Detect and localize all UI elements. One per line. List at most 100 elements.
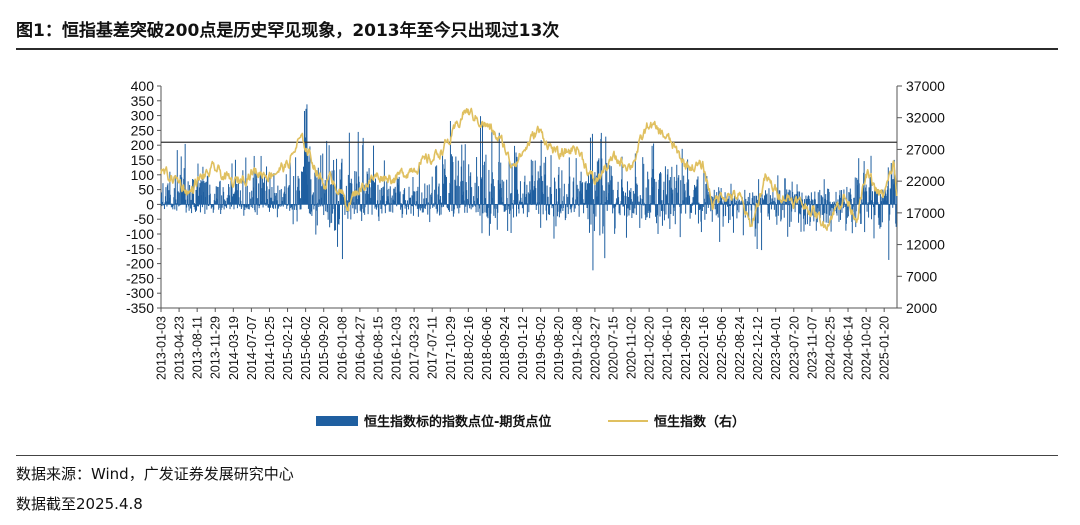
- bar-point: [313, 204, 315, 210]
- bar-point: [321, 186, 323, 205]
- bar-point: [302, 171, 304, 205]
- bar-point: [516, 156, 518, 205]
- x-tick-label: 2020-11-02: [625, 316, 639, 379]
- bar-point: [314, 172, 316, 205]
- bar-point: [866, 191, 868, 205]
- bar-point: [549, 187, 551, 205]
- bar-point: [715, 204, 717, 216]
- bar-point: [818, 204, 820, 212]
- bar-point: [322, 183, 324, 205]
- bar-point: [643, 202, 645, 205]
- x-tick-label: 2013-11-29: [209, 316, 223, 379]
- bar-point: [631, 204, 633, 218]
- bar-point: [726, 199, 728, 205]
- hsi-line: [160, 107, 898, 231]
- bar-point: [664, 166, 666, 205]
- bar-point: [162, 183, 164, 205]
- bar-point: [787, 192, 789, 205]
- bar-point: [580, 171, 582, 205]
- bar-point: [707, 194, 709, 205]
- bar-point: [456, 204, 458, 209]
- bar-point: [854, 177, 856, 205]
- bar-point: [574, 204, 576, 209]
- chart-title: 图1：恒指基差突破200点是历史罕见现象，2013年至今只出现过13次: [16, 21, 560, 41]
- bar-point: [571, 204, 573, 208]
- bar-point: [667, 204, 669, 219]
- bar-point: [416, 190, 418, 205]
- bar-point: [814, 199, 816, 205]
- bar-point: [369, 187, 371, 205]
- bar-point: [400, 203, 402, 205]
- bar-point: [672, 204, 674, 216]
- bar-point: [329, 204, 331, 224]
- bar-point: [539, 165, 541, 205]
- bar-point: [307, 204, 309, 209]
- bar-point: [449, 121, 451, 205]
- bar-point: [612, 189, 614, 205]
- bar-point: [749, 204, 751, 205]
- bar-point: [436, 165, 438, 205]
- bar-point: [395, 203, 397, 205]
- bar-point: [584, 182, 586, 205]
- bar-point: [352, 196, 354, 205]
- bar-point: [685, 204, 687, 214]
- bar-point: [618, 197, 620, 205]
- bar-point: [336, 190, 338, 205]
- bar-point: [885, 195, 887, 205]
- bar-point: [839, 190, 841, 205]
- bar-point: [656, 204, 658, 224]
- bar-point: [812, 200, 814, 205]
- bar-point: [730, 204, 732, 206]
- bar-point: [470, 172, 472, 205]
- bar-point: [649, 195, 651, 205]
- bar-point: [353, 204, 355, 214]
- bar-point: [879, 194, 881, 205]
- bar-point: [179, 204, 181, 206]
- bar-point: [389, 186, 391, 205]
- bar-point: [194, 203, 196, 205]
- x-tick-label: 2019-08-20: [552, 316, 566, 380]
- y-right-tick-label: 2000: [906, 300, 937, 316]
- bar-point: [823, 204, 825, 223]
- bar-point: [873, 204, 875, 239]
- bar-point: [348, 132, 350, 205]
- bar-point: [250, 198, 252, 205]
- bar-point: [584, 204, 586, 205]
- bar-point: [538, 178, 540, 205]
- bar-point: [398, 176, 400, 205]
- bar-point: [601, 185, 603, 205]
- bar-point: [655, 181, 657, 205]
- bar-point: [614, 204, 616, 229]
- bar-point: [558, 204, 560, 218]
- bar-point: [752, 195, 754, 205]
- bar-point: [404, 204, 406, 209]
- bar-point: [540, 140, 542, 205]
- bar-point: [200, 180, 202, 205]
- bar-point: [735, 200, 737, 205]
- bar-point: [332, 204, 334, 214]
- bar-point: [458, 186, 460, 205]
- bar-point: [412, 204, 414, 216]
- bar-point: [281, 204, 283, 206]
- x-tick-label: 2016-04-27: [353, 316, 367, 380]
- bar-point: [308, 204, 310, 214]
- bar-point: [538, 204, 540, 214]
- bar-point: [520, 197, 522, 205]
- bar-point: [522, 193, 524, 205]
- bar-point: [642, 157, 644, 205]
- bar-point: [463, 200, 465, 205]
- bar-point: [757, 199, 759, 205]
- bar-point: [421, 192, 423, 205]
- bar-point: [514, 166, 516, 205]
- bar-point: [654, 178, 656, 205]
- bar-point: [844, 204, 846, 207]
- bar-point: [196, 184, 198, 205]
- bar-point: [824, 204, 826, 214]
- bar-point: [440, 196, 442, 205]
- bar-point: [506, 179, 508, 205]
- bar-point: [178, 204, 180, 207]
- bar-point: [264, 190, 266, 205]
- bar-point: [873, 183, 875, 205]
- bar-point: [847, 204, 849, 217]
- bar-point: [510, 204, 512, 233]
